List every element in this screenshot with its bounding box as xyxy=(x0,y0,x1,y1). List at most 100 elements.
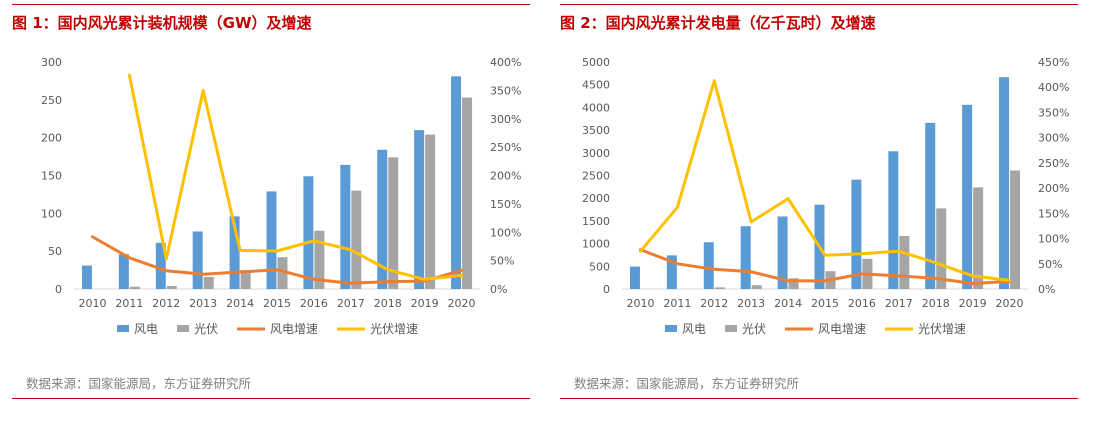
legend-swatch xyxy=(177,325,189,332)
bottom-divider xyxy=(560,398,1078,399)
bar-光伏 xyxy=(277,257,288,289)
line-光伏增速 xyxy=(127,73,463,281)
legend-swatch xyxy=(117,325,129,332)
right-axis-tick-label: 150% xyxy=(490,198,521,211)
x-axis-tick-label: 2017 xyxy=(885,297,913,310)
bar-风电 xyxy=(777,216,788,289)
bar-风电 xyxy=(666,255,677,289)
bar-风电 xyxy=(266,191,277,289)
x-axis-tick-label: 2015 xyxy=(263,297,291,310)
bar-风电 xyxy=(851,179,862,289)
left-axis-tick-label: 0 xyxy=(603,283,610,296)
bar-风电 xyxy=(229,216,240,289)
bar-光伏 xyxy=(166,285,177,289)
x-axis-tick-label: 2017 xyxy=(337,297,365,310)
right-axis-tick-label: 100% xyxy=(490,226,521,239)
legend-label: 风电增速 xyxy=(818,322,866,336)
x-axis-tick-label: 2011 xyxy=(663,297,691,310)
bar-光伏 xyxy=(462,97,473,290)
top-divider xyxy=(12,4,530,5)
bottom-divider xyxy=(12,398,530,399)
right-axis-tick-label: 50% xyxy=(490,255,514,268)
x-axis-tick-label: 2014 xyxy=(226,297,254,310)
legend-label: 风电增速 xyxy=(270,322,318,336)
bar-光伏 xyxy=(351,190,362,289)
line-风电增速 xyxy=(639,248,1011,285)
figure-title: 图 2：国内风光累计发电量（亿千瓦时）及增速 xyxy=(560,14,876,32)
x-axis-tick-label: 2019 xyxy=(959,297,987,310)
bar-风电 xyxy=(340,164,351,289)
bar-风电 xyxy=(414,130,425,289)
x-axis-tick-label: 2016 xyxy=(300,297,328,310)
bar-光伏 xyxy=(314,230,325,289)
left-axis-tick-label: 1000 xyxy=(582,238,610,251)
right-axis-tick-label: 300% xyxy=(1038,132,1069,145)
bar-风电 xyxy=(962,104,973,290)
x-axis-tick-label: 2011 xyxy=(115,297,143,310)
left-axis-tick-label: 150 xyxy=(41,170,62,183)
source-note: 数据来源：国家能源局，东方证券研究所 xyxy=(26,376,252,391)
x-axis-tick-label: 2019 xyxy=(411,297,439,310)
legend-label: 风电 xyxy=(134,322,158,336)
right-axis-tick-label: 100% xyxy=(1038,233,1069,246)
legend-label: 光伏增速 xyxy=(918,322,966,336)
bar-风电 xyxy=(118,254,129,289)
figure-panel-1: 图 1：国内风光累计装机规模（GW）及增速 0 50 100 150 200 250 300… xyxy=(12,0,530,438)
bar-光伏 xyxy=(203,276,214,289)
left-axis-tick-label: 4000 xyxy=(582,101,610,114)
left-axis-tick-label: 50 xyxy=(48,245,62,258)
bar-光伏 xyxy=(714,287,725,289)
legend-label: 风电 xyxy=(682,322,706,336)
chart-power-generation: 0 500 1000 1500 2000 2500 3000 3500 4000 4500 5000… xyxy=(582,56,1069,336)
bar-光伏 xyxy=(788,278,799,289)
right-axis-tick-label: 250% xyxy=(490,141,521,154)
x-axis-tick-label: 2013 xyxy=(737,297,765,310)
x-axis-tick-label: 2014 xyxy=(774,297,802,310)
bar-风电 xyxy=(999,77,1010,289)
left-axis-tick-label: 250 xyxy=(41,94,62,107)
bar-光伏 xyxy=(388,157,399,289)
legend-label: 光伏增速 xyxy=(370,322,418,336)
legend-swatch xyxy=(665,325,677,332)
x-axis-tick-label: 2012 xyxy=(152,297,180,310)
x-axis-tick-label: 2016 xyxy=(848,297,876,310)
bar-风电 xyxy=(192,231,203,289)
right-axis-tick-label: 400% xyxy=(490,56,521,69)
left-axis-tick-label: 5000 xyxy=(582,56,610,69)
bar-光伏 xyxy=(240,270,251,289)
bar-光伏 xyxy=(129,286,140,289)
x-axis-tick-label: 2012 xyxy=(700,297,728,310)
bar-光伏 xyxy=(973,187,984,289)
bar-风电 xyxy=(377,149,388,289)
left-axis-tick-label: 200 xyxy=(41,132,62,145)
bar-风电 xyxy=(81,265,92,289)
right-axis-tick-label: 50% xyxy=(1038,258,1062,271)
figure-panel-2: 图 2：国内风光累计发电量（亿千瓦时）及增速 0 500 1000 1500 2000 2… xyxy=(560,0,1078,438)
line-风电增速 xyxy=(91,235,463,285)
left-axis-tick-label: 100 xyxy=(41,207,62,220)
right-axis-tick-label: 450% xyxy=(1038,56,1069,69)
left-axis-tick-label: 3000 xyxy=(582,147,610,160)
left-axis-tick-label: 3500 xyxy=(582,124,610,137)
bar-风电 xyxy=(629,266,640,289)
left-axis-tick-label: 4500 xyxy=(582,79,610,92)
left-axis-tick-label: 2000 xyxy=(582,192,610,205)
x-axis-tick-label: 2018 xyxy=(922,297,950,310)
bar-风电 xyxy=(703,242,714,289)
bar-风电 xyxy=(925,122,936,289)
right-axis-tick-label: 200% xyxy=(1038,182,1069,195)
right-axis-tick-label: 0% xyxy=(1038,283,1055,296)
x-axis-tick-label: 2013 xyxy=(189,297,217,310)
left-axis-tick-label: 1500 xyxy=(582,215,610,228)
bar-光伏 xyxy=(1010,170,1021,289)
right-axis-tick-label: 0% xyxy=(490,283,507,296)
figure-title: 图 1：国内风光累计装机规模（GW）及增速 xyxy=(12,14,312,32)
bar-光伏 xyxy=(936,208,947,289)
top-divider xyxy=(560,4,1078,5)
left-axis-tick-label: 0 xyxy=(55,283,62,296)
bar-光伏 xyxy=(751,285,762,289)
bar-风电 xyxy=(451,76,462,289)
right-axis-tick-label: 350% xyxy=(1038,106,1069,119)
bar-风电 xyxy=(155,242,166,289)
right-axis-tick-label: 200% xyxy=(490,170,521,183)
